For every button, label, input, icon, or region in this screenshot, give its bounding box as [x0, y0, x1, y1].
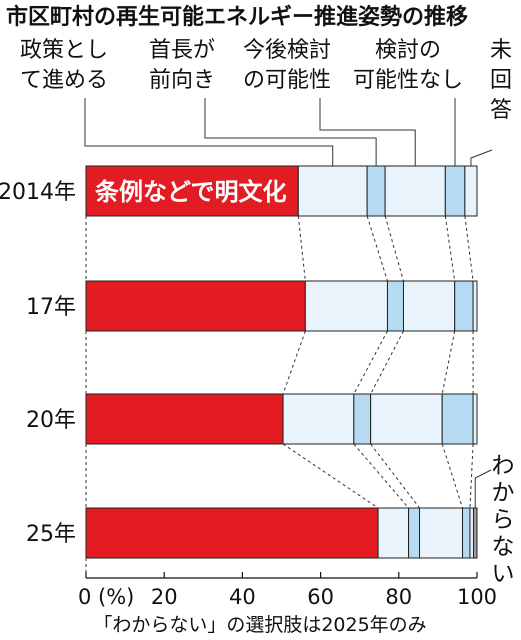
bar-segment [297, 165, 368, 217]
bar-segment [472, 393, 478, 445]
connector-line [384, 215, 404, 282]
category-label: 17年 [26, 295, 76, 320]
legend-leader-line [319, 98, 416, 166]
legend-label: 今後検討 [243, 38, 331, 63]
side-label: わ [492, 453, 515, 479]
bar-inner-label: 条例などで明文化 [95, 178, 287, 206]
connector-line [464, 215, 474, 282]
bar-segment [402, 280, 456, 332]
bar-segment [462, 507, 471, 559]
bar-segment [282, 393, 355, 445]
bar-segment [366, 165, 386, 217]
legend-label: の可能性 [243, 68, 331, 93]
legend-label: 前向き [149, 68, 215, 93]
legend-label: 可能性なし [353, 68, 463, 93]
bar-segment [370, 393, 443, 445]
bar-segment [85, 165, 299, 217]
connector-lines [85, 215, 474, 578]
bar-segment [85, 507, 379, 559]
legend-leader-line [204, 98, 377, 166]
bar-segment [454, 280, 474, 332]
title-group: 市区町村の再生可能エネルギー推進姿勢の推移 [6, 4, 468, 30]
labels: 「わからない」の選択肢は2025年のみ 2014年 17年 20年 25年 条例などで明… [0, 178, 515, 636]
bars [85, 165, 478, 559]
x-tick-label: 20 [151, 585, 178, 609]
connector-line [282, 443, 379, 509]
side-label-leader [474, 469, 492, 508]
connector-line [370, 330, 404, 395]
x-tick-label: 0 (%) [78, 585, 134, 609]
legend-leader-line [84, 98, 334, 166]
side-label: な [492, 534, 515, 560]
x-tick-label: 100 [457, 585, 497, 609]
bar-segment [419, 507, 464, 559]
category-label: 25年 [26, 522, 76, 547]
x-tick-label: 80 [385, 585, 412, 609]
bar-segment [85, 393, 284, 445]
bar-segment [386, 280, 404, 332]
legend-label: 政策とし [20, 38, 108, 63]
connector-line [353, 443, 409, 509]
connector-line [297, 215, 306, 282]
legend-label-vertical: 回 [490, 68, 512, 93]
bar-segment [444, 165, 466, 217]
bar-segment [464, 165, 478, 217]
bar-segment [472, 280, 478, 332]
legend-label-vertical: 未 [490, 38, 512, 63]
side-label: か [492, 480, 515, 506]
bar-segment [85, 280, 306, 332]
side-label: ら [492, 507, 515, 533]
connector-line [353, 330, 388, 395]
connector-line [441, 330, 456, 395]
connector-line [282, 330, 306, 395]
category-label: 20年 [26, 408, 76, 433]
footnote: 「わからない」の選択肢は2025年のみ [93, 614, 426, 636]
chart-title: 市区町村の再生可能エネルギー推進姿勢の推移 [6, 4, 468, 30]
bar-segment [377, 507, 410, 559]
bar-segment [441, 393, 474, 445]
bar-segment [472, 507, 478, 559]
connector-line [366, 215, 388, 282]
side-label: い [492, 561, 515, 587]
legend-leader-line [470, 149, 493, 166]
legend-label-vertical: 答 [490, 98, 512, 123]
bar-segment [384, 165, 446, 217]
bar-segment [353, 393, 372, 445]
legend-label: て進める [20, 68, 108, 93]
connector-line [444, 215, 456, 282]
bar-segment [469, 507, 474, 559]
x-axis: 0 (%) 20 40 60 80 100 [78, 572, 497, 609]
bar-segment [304, 280, 388, 332]
category-label: 2014年 [0, 180, 76, 205]
x-tick-label: 60 [307, 585, 334, 609]
connector-line [370, 443, 420, 509]
legend-label: 検討の [375, 38, 441, 63]
legend-label: 首長が [149, 38, 215, 63]
bar-segment [408, 507, 421, 559]
x-tick-label: 40 [229, 585, 256, 609]
connector-line [469, 443, 474, 509]
connector-line [441, 443, 464, 509]
